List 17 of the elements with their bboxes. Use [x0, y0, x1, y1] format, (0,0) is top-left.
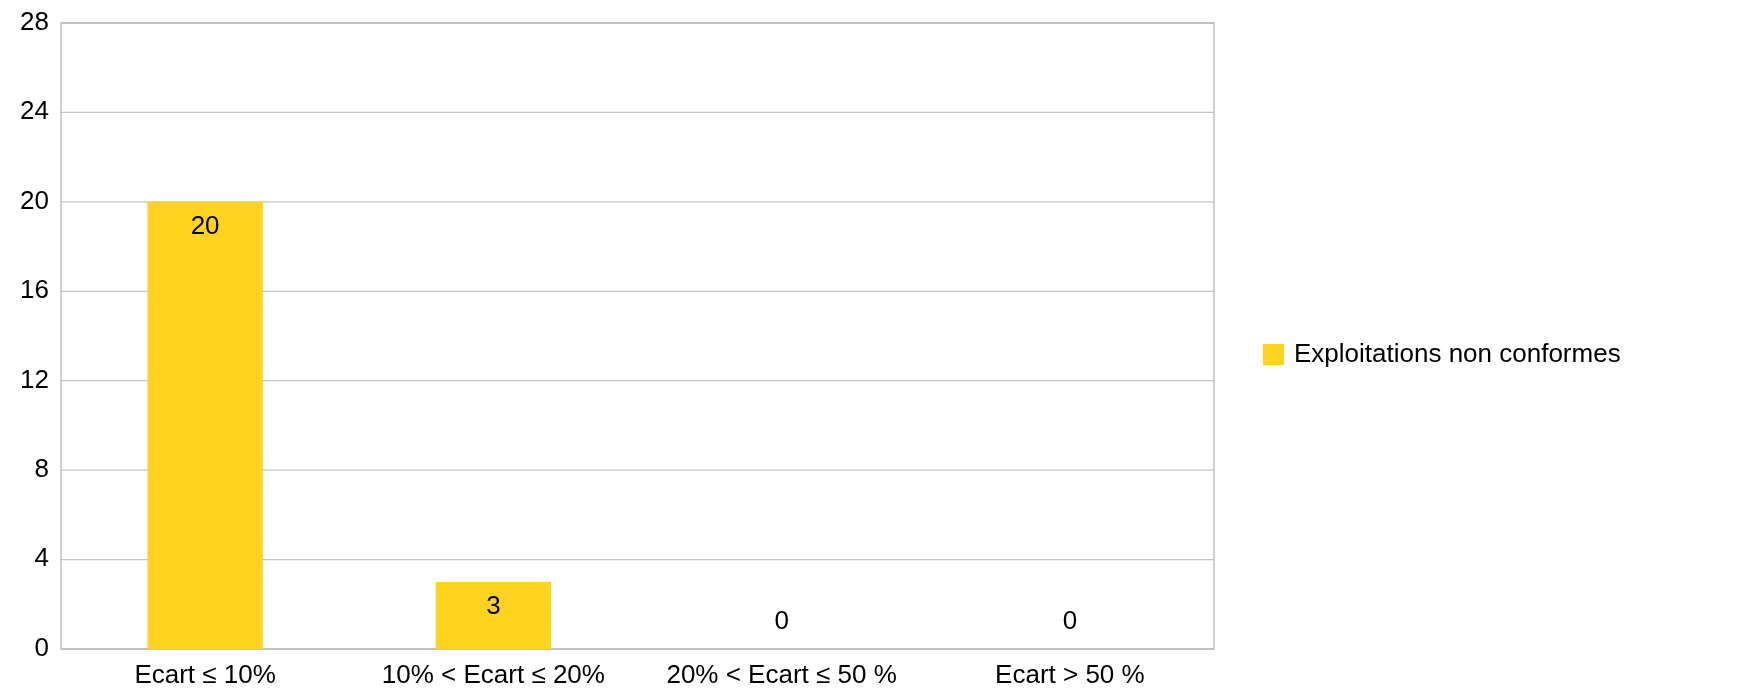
data-label: 0 — [774, 604, 789, 635]
y-tick-label: 20 — [20, 184, 49, 215]
data-label: 20 — [190, 209, 220, 240]
y-tick-label: 8 — [34, 453, 49, 484]
data-label: 3 — [486, 589, 501, 620]
x-tick-label: Ecart ≤ 10% — [134, 659, 276, 689]
legend-label: Exploitations non conformes — [1294, 337, 1621, 368]
y-tick-label: 4 — [34, 542, 49, 573]
y-tick-label: 28 — [20, 5, 49, 36]
y-tick-label: 16 — [20, 274, 49, 305]
x-tick-label: 20% < Ecart ≤ 50 % — [666, 659, 897, 689]
y-tick-label: 24 — [20, 95, 49, 126]
y-tick-label: 0 — [34, 631, 49, 662]
data-label: 0 — [1062, 604, 1078, 635]
x-tick-label: 10% < Ecart ≤ 20% — [381, 659, 605, 689]
y-tick-label: 12 — [20, 363, 49, 394]
x-tick-label: Ecart > 50 % — [995, 659, 1145, 689]
